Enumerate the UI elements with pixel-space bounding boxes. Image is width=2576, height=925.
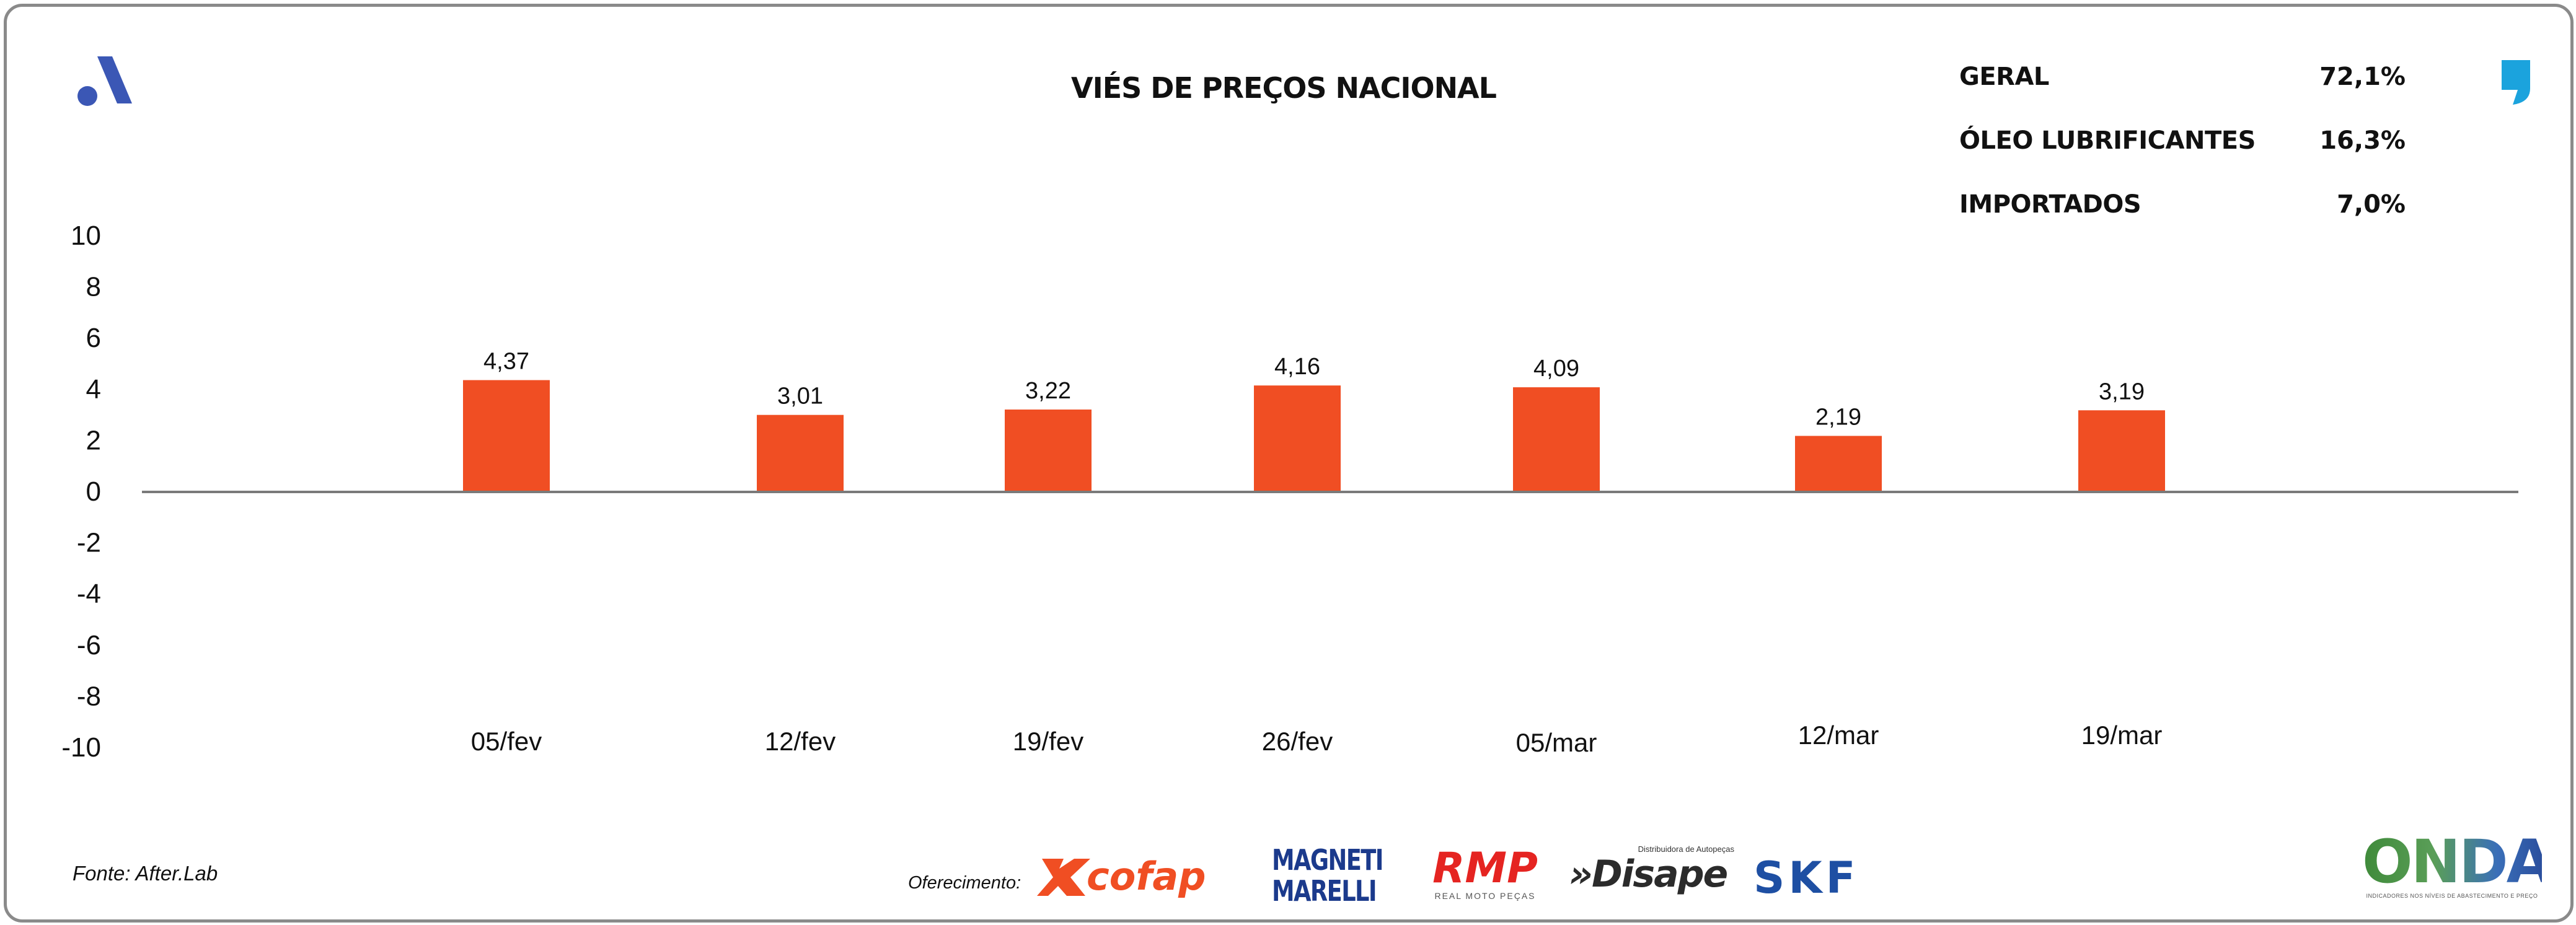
y-tick-label: -4: [77, 579, 101, 609]
data-label: 4,37: [483, 349, 529, 375]
sponsor-skf-logo: SKF: [1753, 853, 1902, 903]
rmp-subtitle: REAL MOTO PEÇAS: [1434, 891, 1536, 901]
onda-logo: ONDA INDICADORES NOS NÍVEIS DE ABASTECIM…: [2362, 827, 2552, 905]
x-tick-label: 19/mar: [2081, 721, 2163, 750]
sponsor-rmp-logo: RMP REAL MOTO PEÇAS: [1420, 846, 1550, 908]
data-label: 4,16: [1274, 354, 1320, 380]
sponsor-disape-logo: Distribuidora de Autopeças »Disape: [1569, 844, 1739, 906]
cofap-wordmark: cofap: [1087, 854, 1206, 899]
y-tick-label: 0: [86, 476, 101, 507]
bar: [1005, 410, 1092, 492]
stat-value: 16,3%: [2319, 126, 2406, 155]
data-label: 3,19: [2099, 379, 2145, 405]
bar: [757, 414, 844, 492]
y-tick-label: -10: [61, 732, 101, 763]
marelli-wordmark: MARELLI: [1272, 874, 1377, 908]
y-tick-label: -6: [77, 630, 101, 660]
y-tick-label: -8: [77, 681, 101, 711]
disape-wordmark: »Disape: [1569, 853, 1728, 896]
skf-wordmark: SKF: [1753, 853, 1859, 903]
bar: [1513, 387, 1600, 492]
x-tick-label: 12/mar: [1798, 721, 1879, 750]
data-label: 2,19: [1815, 405, 1861, 431]
data-label: 3,22: [1025, 378, 1071, 404]
y-tick-label: 2: [86, 425, 101, 455]
stat-label: ÓLEO LUBRIFICANTES: [1959, 126, 2256, 155]
magneti-wordmark: MAGNETI: [1272, 843, 1383, 877]
sponsor-label: Oferecimento:: [908, 873, 1021, 893]
bar: [1254, 385, 1341, 492]
chart-title: VIÉS DE PREÇOS NACIONAL: [1071, 71, 1497, 105]
disape-subtitle: Distribuidora de Autopeças: [1638, 844, 1734, 854]
stat-row: IMPORTADOS 7,0%: [1959, 190, 2406, 254]
bar-chart: 10 8 6 4 2 0 -2 -4 -6 -8 -10 4,37 3,01 3,22 4,16 4,09 2,…: [61, 221, 2518, 763]
sponsor-magneti-marelli-logo: MAGNETI MARELLI: [1259, 844, 1389, 913]
rmp-wordmark: RMP: [1432, 844, 1538, 893]
quote-icon: [2502, 60, 2530, 105]
stat-label: GERAL: [1959, 63, 2049, 91]
source-note: Fonte: After.Lab: [73, 862, 218, 885]
y-tick-label: 4: [86, 374, 101, 405]
x-tick-label: 26/fev: [1262, 727, 1333, 756]
stat-row: ÓLEO LUBRIFICANTES 16,3%: [1959, 126, 2406, 190]
after-logo-icon: [77, 56, 132, 106]
sponsor-cofap-logo: cofap: [1036, 853, 1240, 902]
x-tick-label: 05/fev: [471, 727, 542, 756]
onda-wordmark: ONDA: [2362, 827, 2552, 897]
x-tick-label: 12/fev: [765, 727, 836, 756]
x-tick-label: 05/mar: [1516, 728, 1597, 757]
chart-frame: VIÉS DE PREÇOS NACIONAL GERAL 72,1% ÓLEO…: [4, 4, 2574, 923]
stat-label: IMPORTADOS: [1959, 190, 2142, 219]
cofap-mark-icon: [1037, 859, 1090, 896]
bar: [2078, 410, 2165, 492]
stat-row: GERAL 72,1%: [1959, 63, 2406, 126]
onda-subtitle: INDICADORES NOS NÍVEIS DE ABASTECIMENTO …: [2366, 893, 2538, 899]
x-tick-label: 19/fev: [1013, 727, 1083, 756]
data-label: 3,01: [777, 384, 823, 410]
y-tick-label: 6: [86, 323, 101, 353]
bar: [463, 380, 550, 492]
stat-value: 72,1%: [2319, 63, 2406, 91]
y-tick-label: -2: [77, 528, 101, 558]
stat-value: 7,0%: [2337, 190, 2406, 219]
bar: [1795, 436, 1882, 492]
data-label: 4,09: [1533, 356, 1579, 382]
stats-panel: GERAL 72,1% ÓLEO LUBRIFICANTES 16,3% IMP…: [1959, 63, 2406, 254]
y-tick-label: 8: [86, 272, 101, 302]
y-tick-label: 10: [71, 221, 101, 251]
